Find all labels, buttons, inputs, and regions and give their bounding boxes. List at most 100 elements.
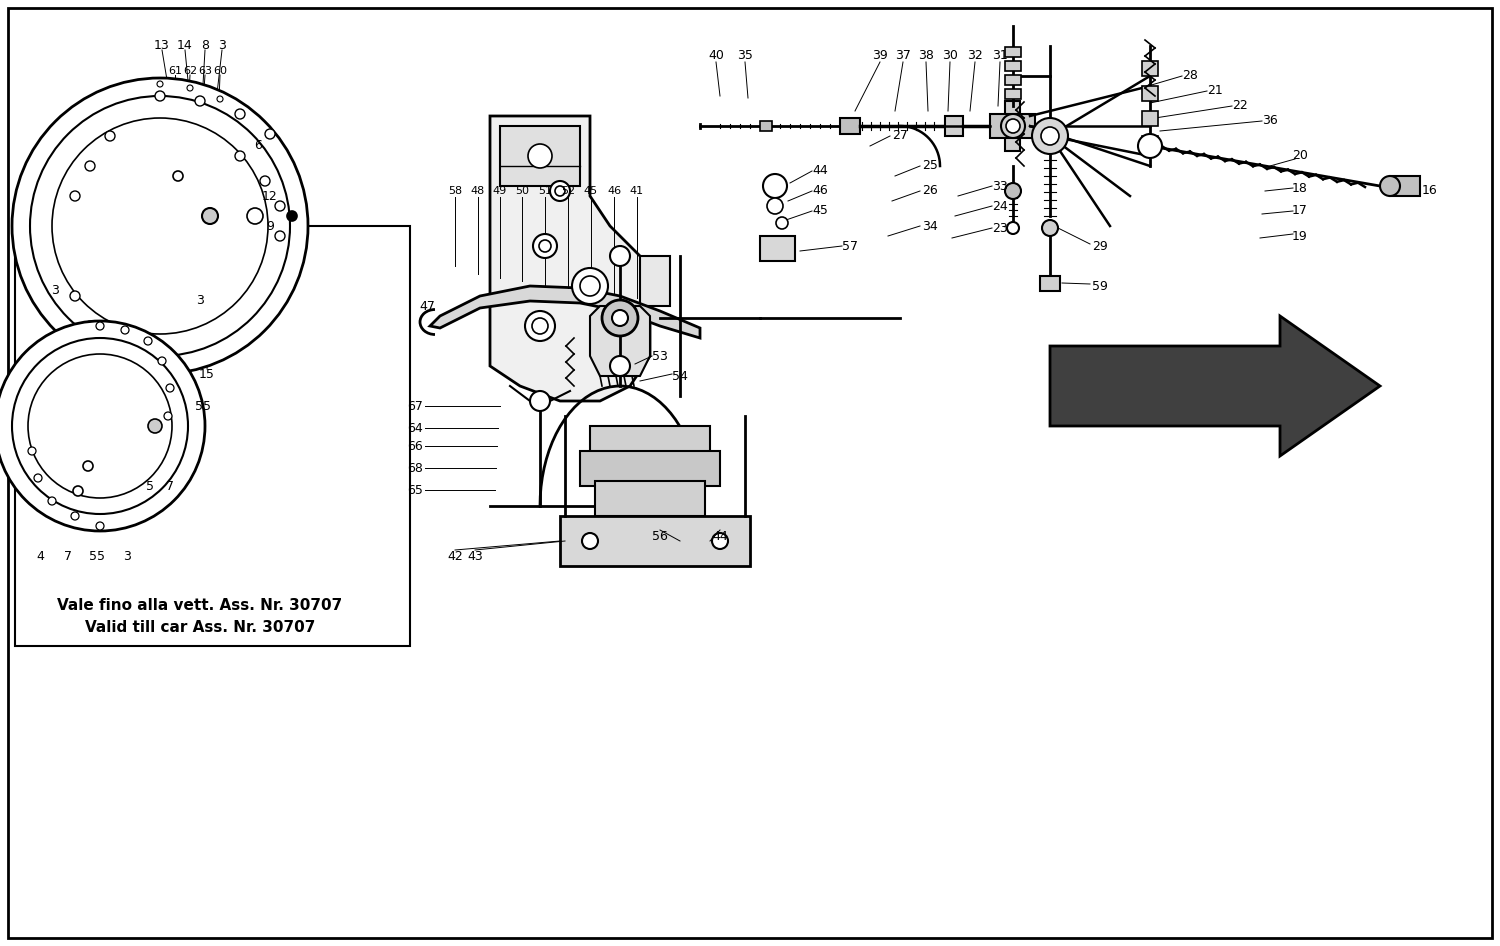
Circle shape [70,191,80,201]
Text: 22: 22 [1232,99,1248,113]
Polygon shape [560,516,750,566]
Circle shape [154,351,165,361]
Circle shape [266,129,274,139]
Bar [15,226,410,646]
Circle shape [286,211,297,221]
Text: 8: 8 [201,40,208,52]
Bar [990,114,1035,138]
Circle shape [12,78,307,374]
Circle shape [1138,134,1162,158]
Circle shape [164,412,172,420]
Circle shape [86,321,94,331]
Text: 46: 46 [608,186,621,196]
Circle shape [30,96,290,356]
Circle shape [96,322,104,330]
Circle shape [116,341,124,351]
Circle shape [74,486,82,496]
Circle shape [53,118,268,334]
Text: 30: 30 [942,49,958,62]
Text: 45: 45 [584,186,598,196]
Text: 59: 59 [1092,279,1108,292]
Text: 31: 31 [992,49,1008,62]
Bar [840,118,860,134]
Text: 4: 4 [36,550,44,563]
Text: 57: 57 [842,239,858,253]
Text: 16: 16 [1422,184,1438,198]
Polygon shape [590,306,650,376]
Text: 46: 46 [812,184,828,198]
Circle shape [248,208,262,224]
Text: 54: 54 [672,370,688,382]
Text: 20: 20 [1292,149,1308,163]
Circle shape [158,357,166,365]
Text: 18: 18 [1292,182,1308,195]
Circle shape [610,356,630,376]
Circle shape [538,240,550,252]
Text: 47: 47 [419,300,435,312]
Circle shape [1007,222,1019,234]
Text: 63: 63 [198,66,211,76]
Text: 35: 35 [736,49,753,62]
Text: 36: 36 [1262,114,1278,128]
Text: 9: 9 [266,219,274,233]
Circle shape [530,391,550,411]
Text: 17: 17 [1292,204,1308,218]
Circle shape [82,461,93,471]
Circle shape [766,198,783,214]
Circle shape [158,81,164,87]
Circle shape [236,109,244,119]
Circle shape [142,365,148,371]
Text: 52: 52 [561,186,574,196]
Text: 39: 39 [871,49,888,62]
Text: 1: 1 [152,367,159,380]
Bar [1005,75,1022,85]
Circle shape [34,474,42,482]
Text: 55: 55 [195,399,211,412]
Circle shape [1032,118,1068,154]
Circle shape [154,91,165,101]
Bar [1005,89,1022,99]
Text: 64: 64 [406,422,423,434]
Text: 10: 10 [82,359,98,373]
Text: 44: 44 [712,530,728,542]
Text: 45: 45 [812,204,828,218]
Circle shape [532,318,548,334]
Circle shape [195,96,206,106]
Circle shape [532,234,556,258]
Bar [1142,61,1158,76]
Text: 38: 38 [918,49,934,62]
Circle shape [1005,183,1022,199]
Text: 56: 56 [652,530,668,542]
Text: 5: 5 [146,480,154,493]
Text: 50: 50 [514,186,529,196]
Bar [1040,276,1060,291]
Text: 66: 66 [406,440,423,452]
Bar [590,426,710,456]
Text: 33: 33 [992,180,1008,192]
Circle shape [28,447,36,455]
Circle shape [764,174,788,198]
Text: 28: 28 [1182,69,1198,82]
Circle shape [612,310,628,326]
Circle shape [776,217,788,229]
Text: 58: 58 [448,186,462,196]
Text: 48: 48 [471,186,484,196]
Circle shape [48,497,56,505]
Text: 6: 6 [254,139,262,152]
Circle shape [274,201,285,211]
Circle shape [236,151,244,161]
Text: 15: 15 [200,367,214,380]
Text: 60: 60 [213,66,226,76]
Circle shape [12,338,188,514]
Circle shape [0,321,206,531]
Circle shape [260,176,270,186]
Bar [1142,86,1158,101]
Polygon shape [490,116,650,401]
Circle shape [274,231,285,241]
Text: 12: 12 [262,189,278,202]
Text: Valid till car Ass. Nr. 30707: Valid till car Ass. Nr. 30707 [86,621,315,636]
Bar [945,116,963,136]
Circle shape [602,300,638,336]
Text: 21: 21 [1208,84,1222,97]
Circle shape [1380,176,1400,196]
